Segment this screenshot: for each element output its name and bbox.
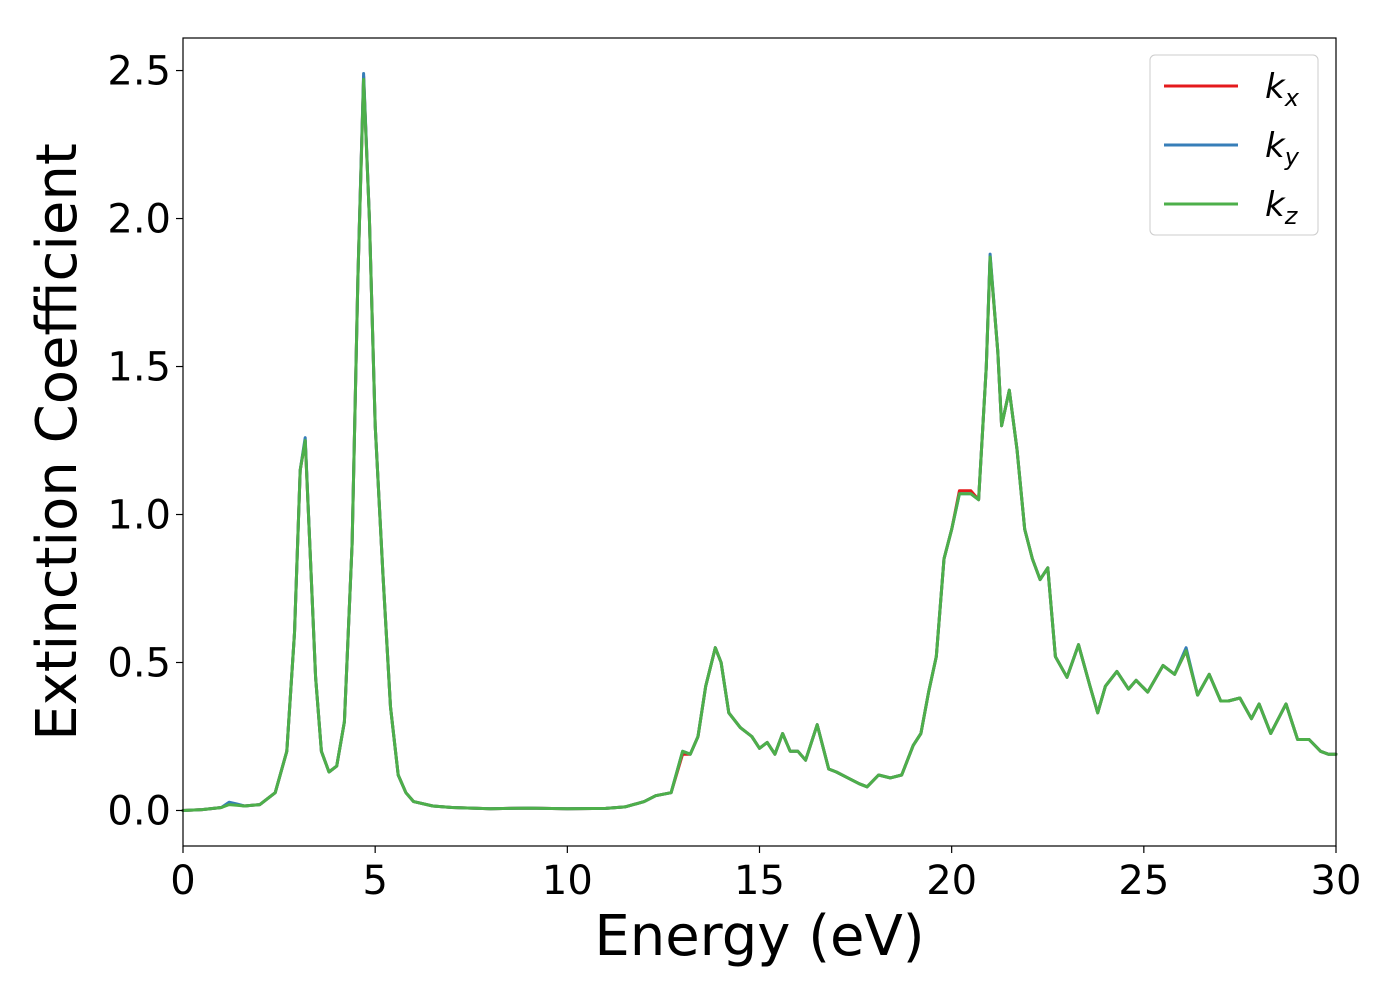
- x-tick-label: 25: [1118, 858, 1169, 904]
- y-tick-label: 2.0: [107, 197, 171, 243]
- y-tick-label: 0.0: [107, 788, 171, 834]
- series-layer: [181, 72, 1338, 812]
- x-tick-label: 5: [362, 858, 387, 904]
- y-axis-ticks: 0.0 0.5 1.0 1.5 2.0 2.5: [107, 49, 183, 834]
- series-line-k-z: [181, 77, 1338, 812]
- y-tick-label: 2.5: [107, 49, 171, 95]
- x-tick-label: 0: [170, 858, 195, 904]
- y-tick-label: 1.0: [107, 493, 171, 539]
- x-axis-label: Energy (eV): [594, 904, 924, 969]
- y-tick-label: 0.5: [107, 640, 171, 686]
- x-axis-ticks: 0 5 10 15 20 25 30: [170, 846, 1361, 904]
- y-axis-label: Extinction Coefficient: [25, 143, 90, 741]
- x-tick-label: 15: [734, 858, 785, 904]
- x-tick-label: 30: [1311, 858, 1362, 904]
- x-tick-label: 10: [542, 858, 593, 904]
- x-tick-label: 20: [926, 858, 977, 904]
- y-tick-label: 1.5: [107, 345, 171, 391]
